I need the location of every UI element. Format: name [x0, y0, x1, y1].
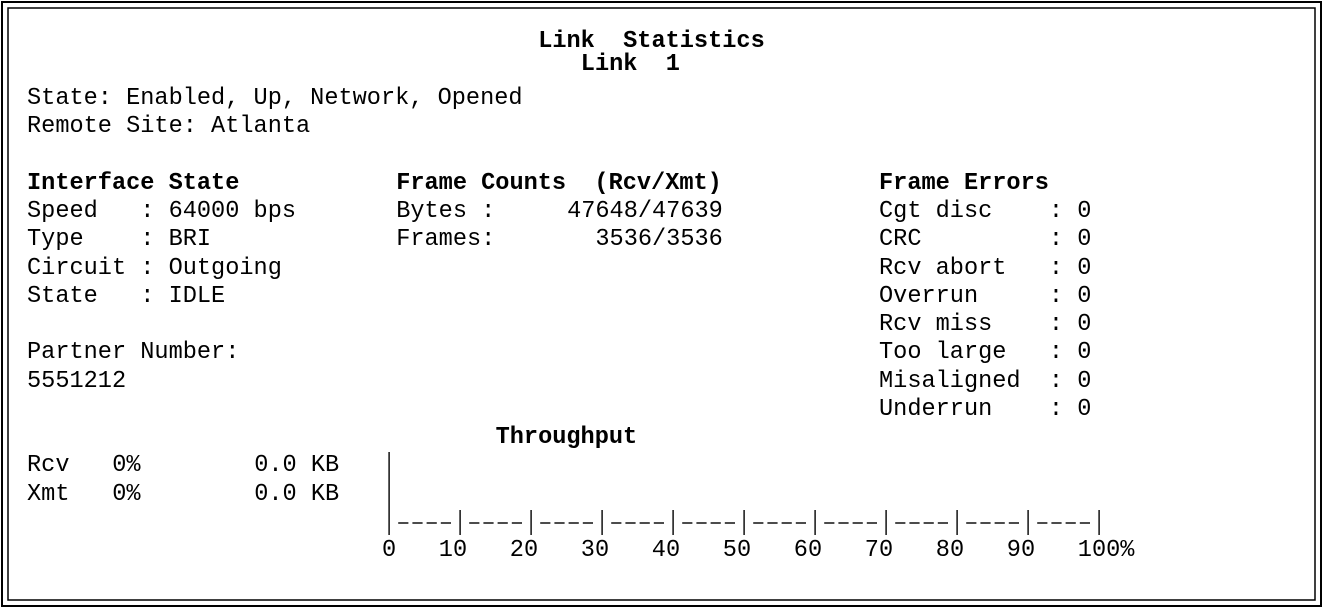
- error-line: CRC : 0: [879, 226, 1092, 253]
- scale-label: 90: [1006, 537, 1036, 564]
- row-amount: 0.0 KB: [254, 452, 340, 479]
- interface-line: Speed : 64000 bps: [27, 198, 297, 225]
- title: Link Statistics: [538, 28, 765, 55]
- remote-site: Remote Site: Atlanta: [27, 113, 311, 140]
- error-line: Rcv abort : 0: [879, 255, 1092, 282]
- error-line: Too large : 0: [879, 339, 1092, 366]
- error-line: Misaligned : 0: [879, 368, 1092, 395]
- throughput-scale: [388, 452, 1100, 535]
- error-line: Underrun : 0: [879, 396, 1092, 423]
- scale-label: 50: [722, 537, 752, 564]
- partner-label: Partner Number:: [27, 339, 240, 366]
- count-label: Frames:: [396, 226, 496, 253]
- row-name: Xmt: [27, 481, 70, 508]
- error-line: Cgt disc : 0: [879, 198, 1092, 225]
- row-name: Rcv: [27, 452, 70, 479]
- state-line: State: Enabled, Up, Network, Opened: [27, 85, 523, 112]
- section-heading: Frame Errors: [879, 170, 1049, 197]
- scale-label: 80: [935, 537, 965, 564]
- interface-line: State : IDLE: [27, 283, 226, 310]
- count-label: Bytes :: [396, 198, 496, 225]
- count-value: 47648/47639: [567, 198, 723, 225]
- scale-label: 60: [793, 537, 823, 564]
- scale-label: 20: [509, 537, 539, 564]
- count-value: 3536/3536: [595, 226, 723, 253]
- subtitle: Link 1: [580, 51, 680, 78]
- section-heading: Interface State: [27, 170, 240, 197]
- partner-number: 5551212: [27, 368, 127, 395]
- scale-label: 100%: [1077, 537, 1135, 564]
- inner-border: [7, 7, 1316, 601]
- scale-label: 40: [651, 537, 681, 564]
- row-percent: 0%: [112, 452, 141, 479]
- error-line: Overrun : 0: [879, 283, 1092, 310]
- scale-label: 10: [438, 537, 468, 564]
- interface-line: Circuit : Outgoing: [27, 255, 282, 282]
- scale-label: 30: [580, 537, 610, 564]
- section-heading: Throughput: [495, 424, 638, 451]
- error-line: Rcv miss : 0: [879, 311, 1092, 338]
- row-percent: 0%: [112, 481, 141, 508]
- interface-line: Type : BRI: [27, 226, 212, 253]
- section-heading: Frame Counts (Rcv/Xmt): [396, 170, 722, 197]
- row-amount: 0.0 KB: [254, 481, 340, 508]
- scale-label: 70: [864, 537, 894, 564]
- scale-label: 0: [382, 537, 397, 564]
